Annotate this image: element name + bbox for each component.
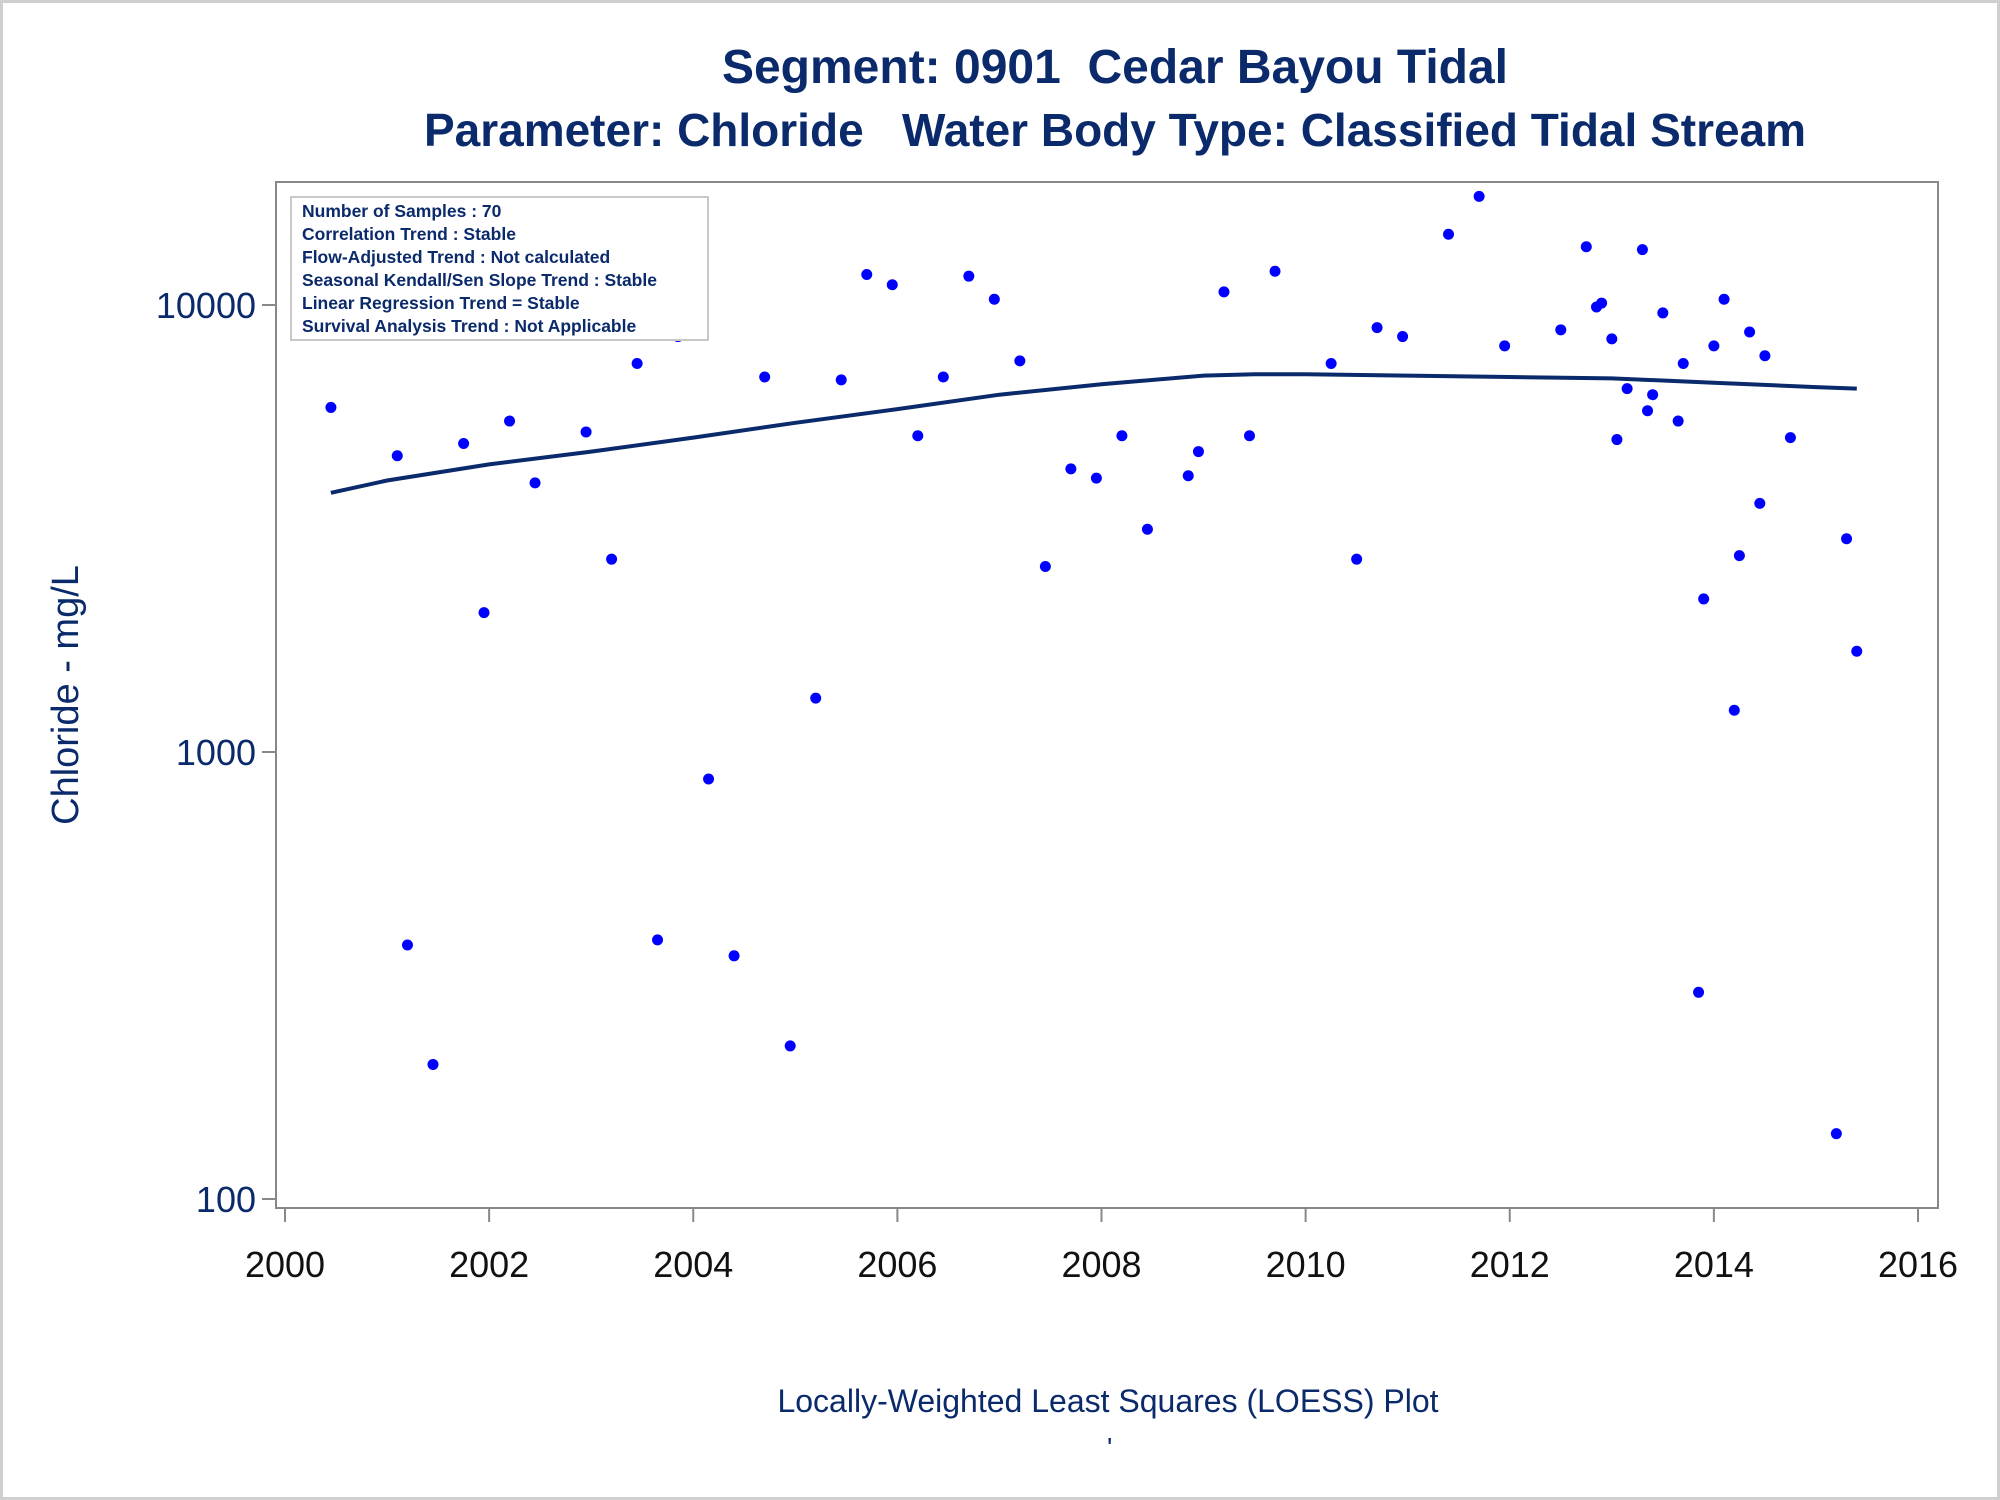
data-point [401, 939, 413, 951]
data-point [1243, 430, 1255, 442]
x-tick-label: 2016 [1878, 1244, 1958, 1285]
data-point [1698, 593, 1710, 605]
x-tick-label: 2012 [1470, 1244, 1550, 1285]
x-tick-label: 2000 [245, 1244, 325, 1285]
data-point [478, 607, 490, 619]
data-point [1728, 704, 1740, 716]
data-point [1090, 472, 1102, 484]
data-point [1606, 333, 1618, 345]
y-tick-label: 100 [196, 1179, 256, 1220]
data-point [988, 293, 1000, 305]
data-point [1141, 523, 1153, 535]
y-tick-label: 10000 [156, 285, 256, 326]
y-axis: 100 1000 10000 [156, 285, 276, 1220]
data-point [1708, 340, 1720, 352]
x-tick-label: 2002 [449, 1244, 529, 1285]
data-point [1371, 322, 1383, 334]
x-tick-label: 2004 [653, 1244, 733, 1285]
data-points [325, 190, 1863, 1140]
data-point [1718, 293, 1730, 305]
y-tick-label: 1000 [176, 732, 256, 773]
stats-line: Number of Samples : 70 [302, 201, 502, 221]
data-point [1473, 190, 1485, 202]
data-point [1351, 553, 1363, 565]
data-point [1596, 297, 1608, 309]
data-point [1014, 355, 1026, 367]
data-point [1851, 645, 1863, 657]
data-point [580, 426, 592, 438]
x-axis: 2000 2002 2004 2006 2008 2010 2012 2014 2016 [245, 1207, 1958, 1285]
data-point [325, 401, 337, 413]
y-axis-label: Chloride - mg/L [45, 565, 87, 825]
chart-subtitle: Parameter: Chloride Water Body Type: Cla… [423, 104, 1807, 156]
data-point [1116, 430, 1128, 442]
data-point [1397, 331, 1409, 343]
data-point [1325, 357, 1337, 369]
data-point [1621, 383, 1633, 395]
data-point [1759, 350, 1771, 362]
x-tick-label: 2010 [1266, 1244, 1346, 1285]
data-point [963, 270, 975, 282]
stats-line: Seasonal Kendall/Sen Slope Trend : Stabl… [302, 270, 657, 290]
data-point [1677, 357, 1689, 369]
stats-line: Correlation Trend : Stable [302, 224, 516, 244]
data-point [810, 692, 822, 704]
stats-box: Number of Samples : 70 Correlation Trend … [290, 196, 709, 341]
data-point [835, 374, 847, 386]
data-point [1218, 286, 1230, 298]
chart-title: Segment: 0901 Cedar Bayou Tidal [721, 41, 1509, 94]
data-point [1657, 307, 1669, 319]
data-point [1636, 244, 1648, 256]
data-point [391, 450, 403, 462]
x-tick-label: 2008 [1061, 1244, 1141, 1285]
data-point [1642, 405, 1654, 417]
stats-line: Flow-Adjusted Trend : Not calculated [302, 247, 610, 267]
footnote: Locally-Weighted Least Squares (LOESS) P… [777, 1383, 1439, 1419]
data-point [1672, 415, 1684, 427]
stats-box-frame [290, 196, 709, 341]
data-point [1784, 432, 1796, 444]
data-point [504, 415, 516, 427]
data-point [1269, 265, 1281, 277]
data-point [1841, 533, 1853, 545]
data-point [631, 357, 643, 369]
data-point [937, 371, 949, 383]
data-point [458, 437, 470, 449]
x-tick-label: 2014 [1674, 1244, 1754, 1285]
data-point [1754, 497, 1766, 509]
data-point [1611, 434, 1623, 446]
data-point [759, 371, 771, 383]
data-point [1443, 228, 1455, 240]
stats-line: Linear Regression Trend = Stable [302, 293, 580, 313]
data-point [1647, 389, 1659, 401]
data-point [1580, 241, 1592, 253]
data-point [1733, 550, 1745, 562]
data-point [427, 1058, 439, 1070]
footnote-mark: ' [1107, 1432, 1113, 1463]
data-point [784, 1040, 796, 1052]
data-point [912, 430, 924, 442]
data-point [1555, 324, 1567, 336]
data-point [728, 950, 740, 962]
data-point [1039, 561, 1051, 573]
data-point [652, 934, 664, 946]
data-point [703, 773, 715, 785]
stats-line: Survival Analysis Trend : Not Applicable [302, 316, 636, 336]
data-point [886, 279, 898, 291]
x-tick-label: 2006 [857, 1244, 937, 1285]
data-point [1693, 986, 1705, 998]
data-point [529, 477, 541, 489]
data-point [606, 553, 618, 565]
data-point [1182, 470, 1194, 482]
data-point [1192, 446, 1204, 458]
data-point [1830, 1128, 1842, 1140]
data-point [861, 269, 873, 281]
data-point [1499, 340, 1511, 352]
data-point [1065, 463, 1077, 475]
loess-line [330, 372, 1857, 495]
data-point [1744, 326, 1756, 338]
